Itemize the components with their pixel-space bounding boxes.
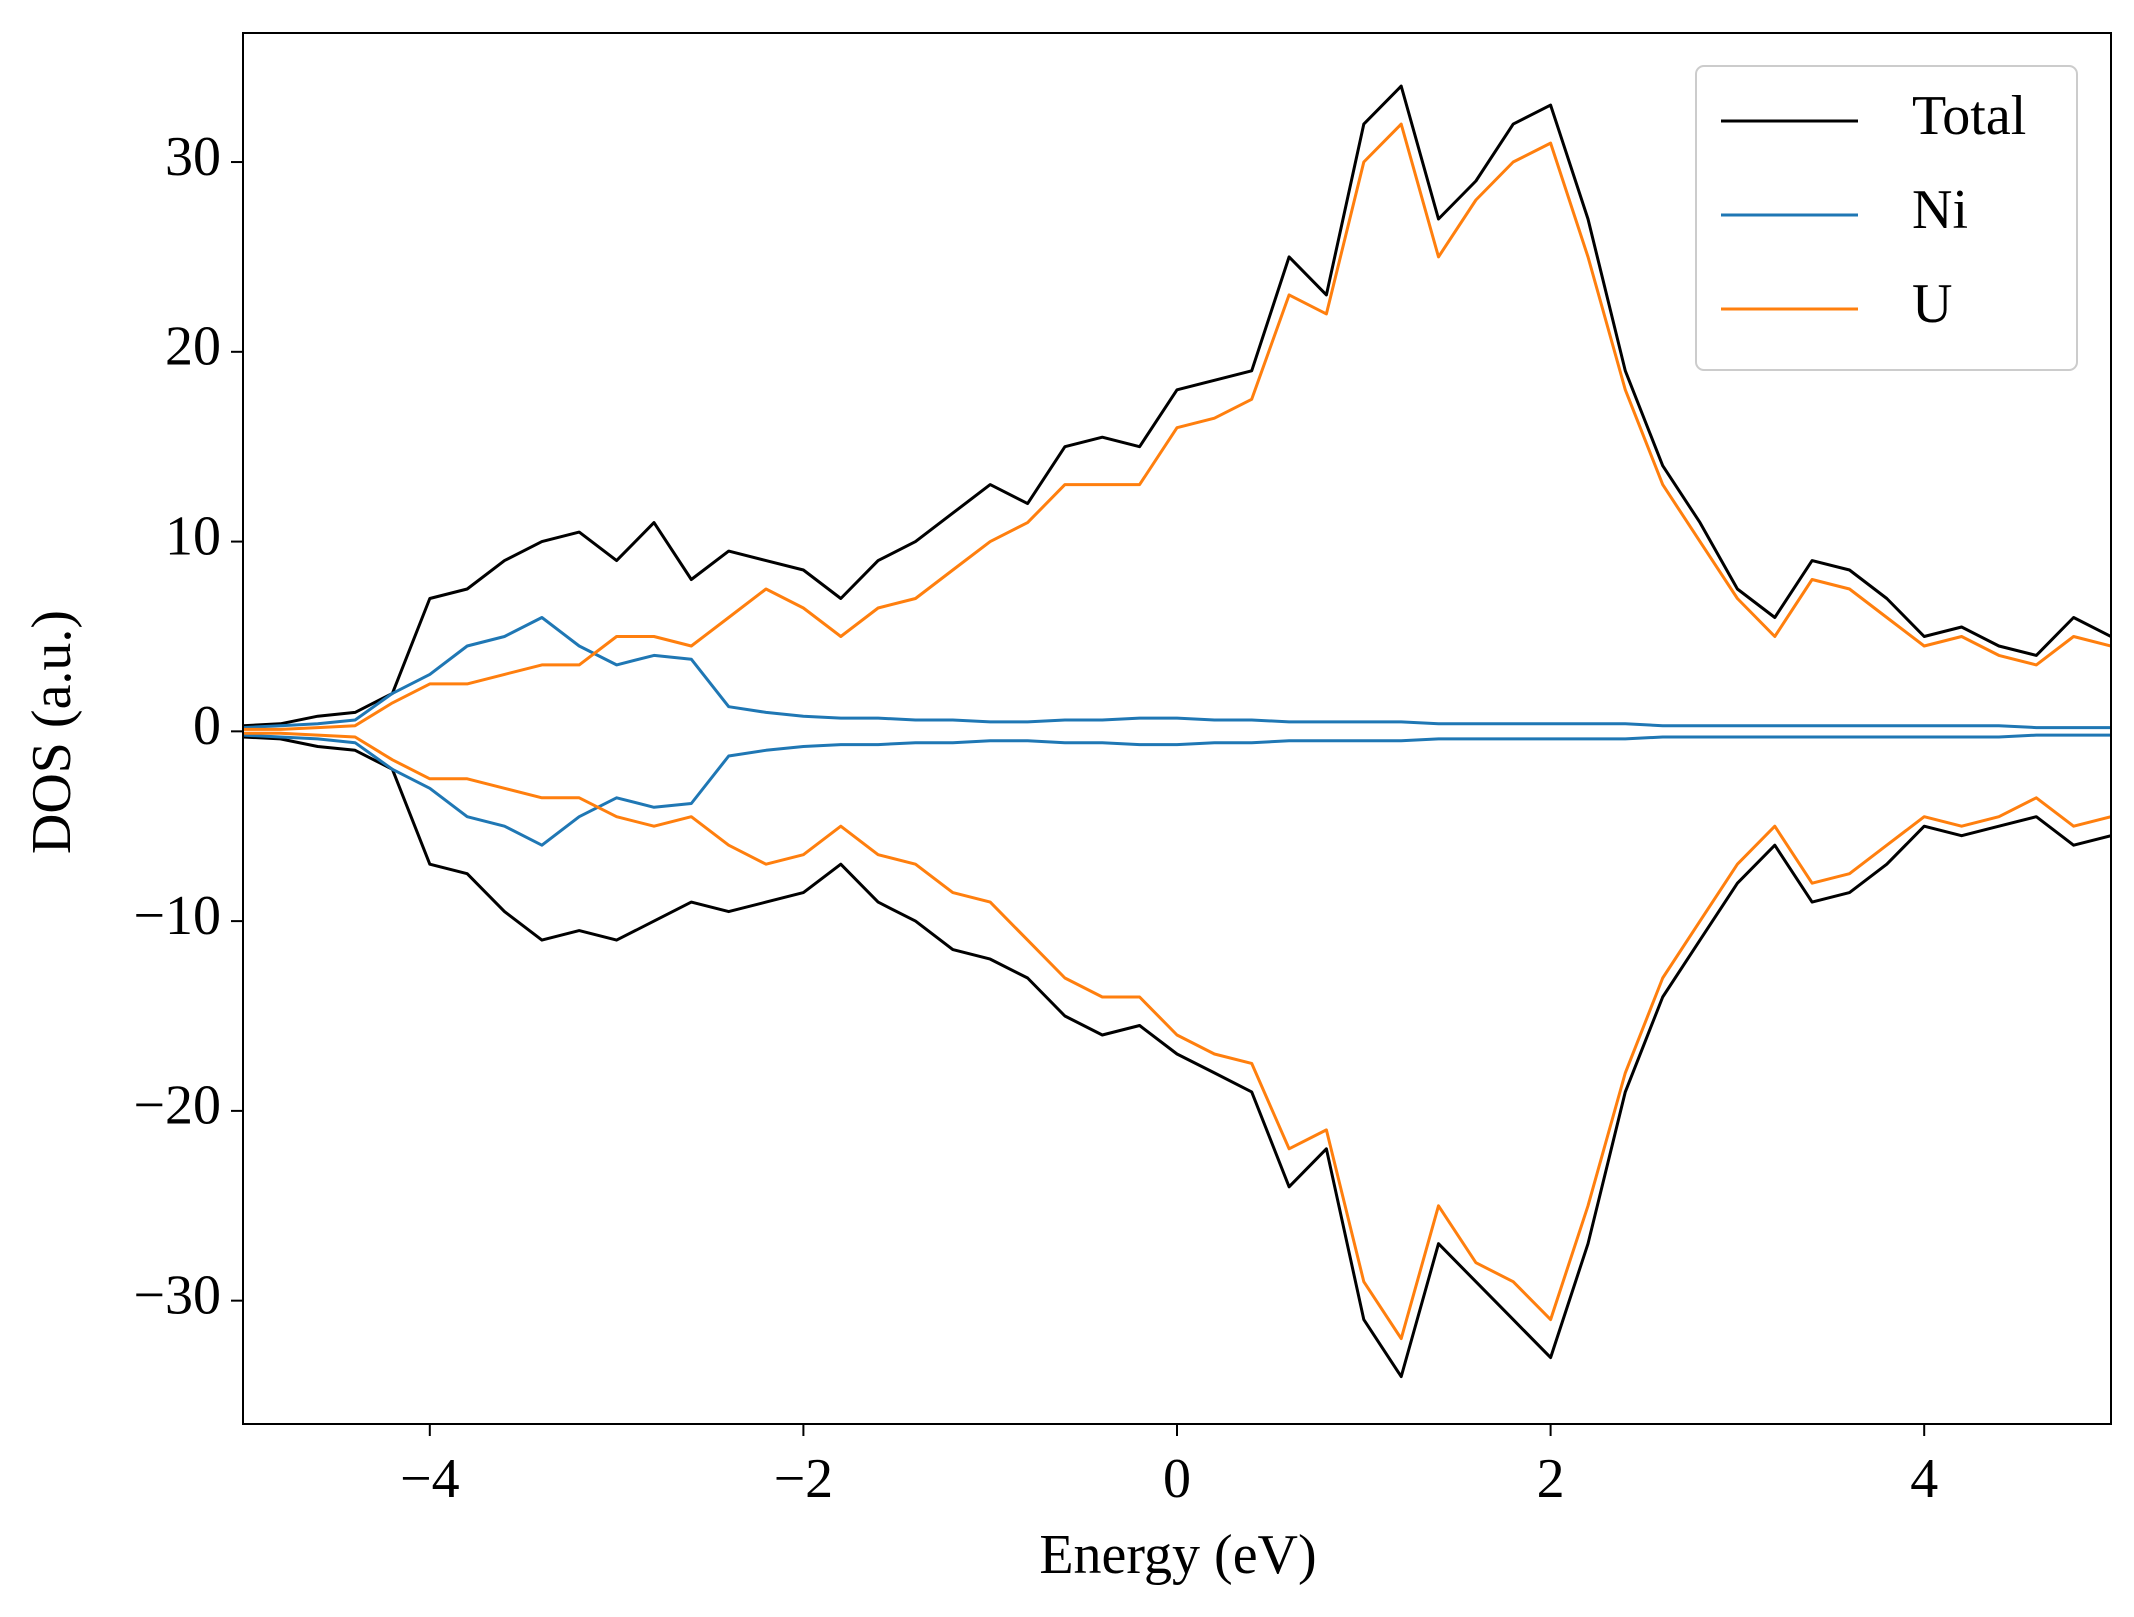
dos-line — [243, 84, 2111, 728]
plot-frame — [242, 32, 2112, 1425]
x-axis-label: Energy (eV) — [1039, 1524, 1316, 1586]
x-tick-label: −2 — [774, 1448, 834, 1510]
legend-box — [1695, 65, 2078, 371]
dos-line — [243, 733, 2111, 847]
x-tick-label: −4 — [400, 1448, 460, 1510]
y-axis-label: DOS (a.u.) — [21, 610, 83, 854]
x-tick-label: 0 — [1163, 1448, 1191, 1510]
dos-line — [243, 735, 2111, 1379]
y-tick-label: −20 — [133, 1075, 221, 1137]
legend-label: Total — [1912, 85, 2026, 147]
legend-label: U — [1912, 273, 1952, 335]
dos-line — [243, 731, 2111, 1341]
y-tick-label: −10 — [133, 885, 221, 947]
dos-line — [243, 616, 2111, 730]
dos-line — [243, 122, 2111, 731]
y-tick-label: −30 — [133, 1264, 221, 1326]
x-tick-label: 2 — [1537, 1448, 1565, 1510]
y-tick-label: 30 — [165, 126, 221, 188]
y-tick-label: 10 — [165, 505, 221, 567]
y-tick-label: 0 — [193, 695, 221, 757]
legend-label: Ni — [1912, 179, 1968, 241]
x-tick-label: 4 — [1910, 1448, 1938, 1510]
y-tick-label: 20 — [165, 316, 221, 378]
